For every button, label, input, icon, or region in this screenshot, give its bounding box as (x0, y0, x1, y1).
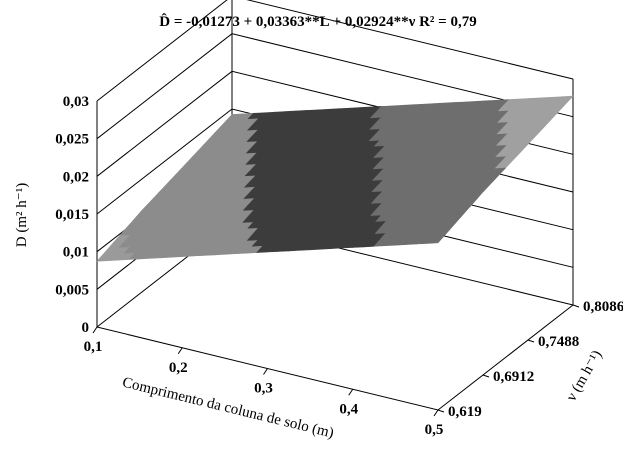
y-tick (437, 409, 445, 413)
x-tick (263, 368, 268, 375)
x-tick-label: 0,4 (339, 401, 358, 417)
x-tick-label: 0,1 (84, 339, 103, 355)
x-tick (433, 409, 439, 417)
y-axis-label: ν (m h⁻¹) (564, 348, 606, 404)
x-axis-label: Comprimento da coluna de solo (m) (121, 375, 336, 442)
y-tick (527, 339, 535, 343)
x-tick (92, 326, 98, 334)
x-tick-label: 0,2 (169, 360, 188, 376)
y-tick-label: 0,6912 (493, 369, 534, 385)
z-axis-label: D (m² h⁻¹) (14, 183, 30, 247)
grid-line (96, 0, 574, 102)
z-tick-label: 0,01 (63, 245, 89, 261)
z-tick-label: 0,025 (55, 132, 89, 148)
surface-cell (426, 236, 445, 244)
y-tick-label: 0,7488 (538, 334, 579, 350)
chart-title: D̂ = -0,01273 + 0,03363**L + 0,02924**ν … (159, 13, 476, 30)
x-tick (177, 347, 183, 355)
x-tick (348, 388, 354, 396)
y-tick (482, 374, 490, 378)
plot: 0 0,005 0,01 0,015 0,02 0,025 0,03 0,1 0,2 0,3 0,4… (55, 0, 623, 438)
z-tick-label: 0 (82, 320, 90, 336)
z-tick-label: 0,03 (63, 94, 89, 110)
x-tick-label: 0,3 (254, 381, 273, 397)
z-tick-label: 0,02 (63, 169, 89, 185)
y-tick-label: 0,619 (448, 404, 482, 420)
z-tick-label: 0,005 (55, 282, 89, 298)
z-tick-label: 0,015 (55, 207, 89, 223)
y-tick-label: 0,8086 (583, 299, 623, 315)
x-tick-label: 0,5 (425, 422, 444, 438)
y-tick (572, 304, 580, 308)
